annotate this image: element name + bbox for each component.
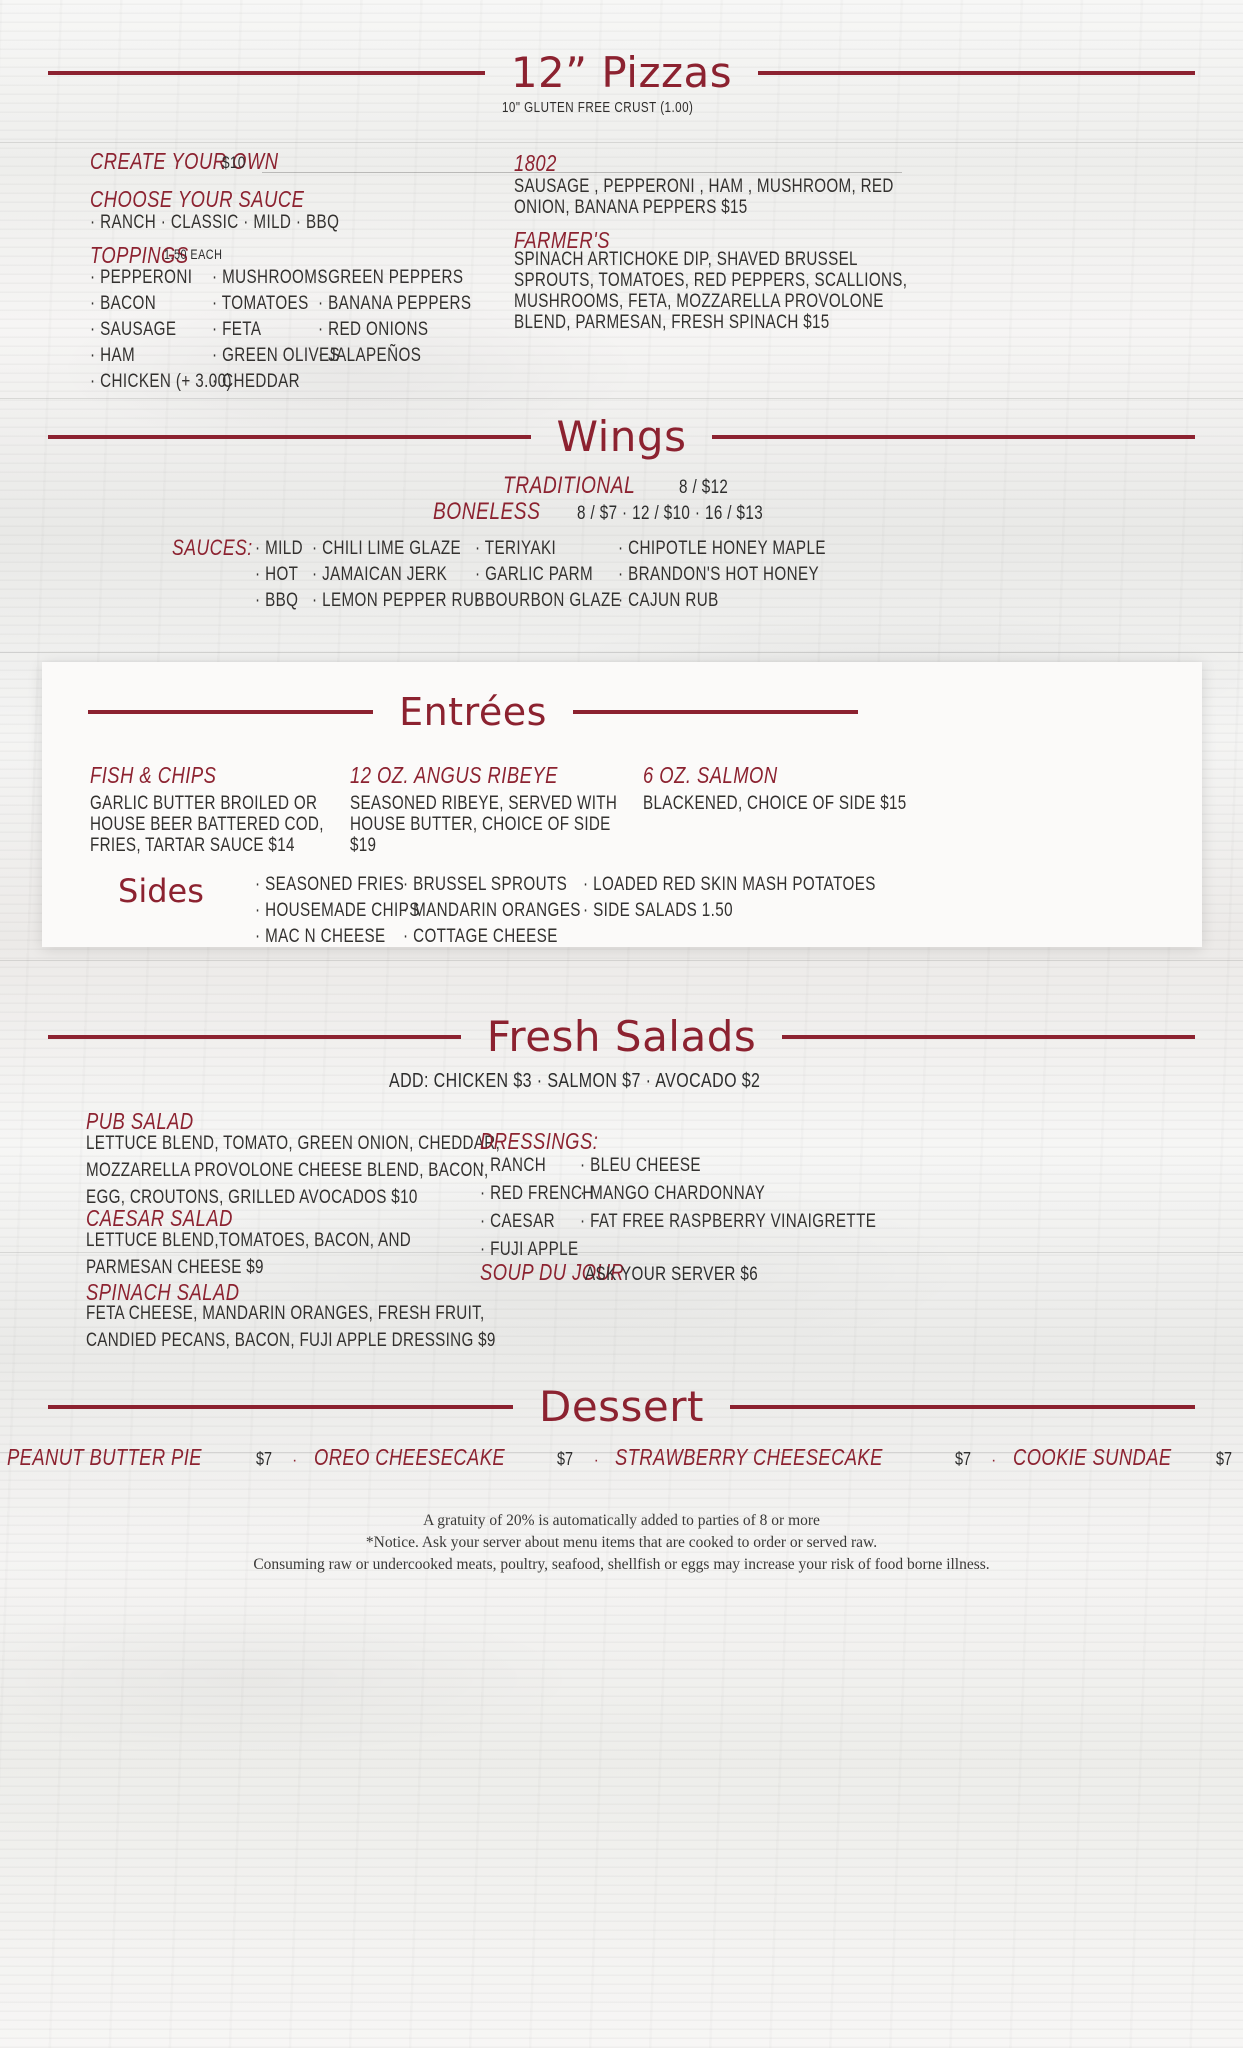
header-rule-left: [48, 70, 485, 75]
wings-sauce-column-4: · CHIPOTLE HONEY MAPLE · BRANDON'S HOT H…: [618, 538, 826, 611]
pizza-1802-name: 1802: [514, 150, 557, 176]
wings-sauces-label: SAUCES:: [172, 535, 253, 560]
header-rule-left: [48, 1034, 461, 1039]
dressings-column-2: · BLEU CHEESE · MANGO CHARDONNAY · FAT F…: [580, 1155, 877, 1232]
header-rule-right: [782, 1034, 1196, 1039]
dessert-item-price: $7: [954, 1449, 971, 1469]
header-rule-right: [730, 1404, 1195, 1409]
section-title-pizzas: 12” Pizzas: [510, 48, 733, 97]
wings-sauce-column-2: · CHILI LIME GLAZE · JAMAICAN JERK · LEM…: [312, 538, 485, 611]
pizza-farmers-description: SPINACH ARTICHOKE DIP, SHAVED BRUSSEL SP…: [514, 249, 908, 333]
entree-name: 12 OZ. ANGUS RIBEYE: [350, 762, 558, 788]
toppings-column-2: · MUSHROOMS · TOMATOES · FETA · GREEN OL…: [212, 267, 341, 392]
create-your-own-heading: CREATE YOUR OWN: [90, 148, 326, 175]
section-header-wings: Wings: [48, 412, 1195, 461]
salad-pub-name: PUB SALAD: [86, 1108, 194, 1134]
wings-traditional-row: TRADITIONAL 8 / $12: [0, 472, 1243, 500]
section-header-pizzas: 12” Pizzas: [48, 48, 1195, 97]
create-your-own-label: CREATE YOUR OWN: [90, 148, 279, 174]
section-title-wings: Wings: [556, 412, 687, 461]
footer-line-notice: *Notice. Ask your server about menu item…: [365, 1534, 878, 1551]
entree-name: FISH & CHIPS: [90, 762, 217, 788]
sides-column-1: · SEASONED FRIES · HOUSEMADE CHIPS · MAC…: [255, 874, 420, 947]
dessert-item-name: OREO CHEESECAKE: [313, 1444, 505, 1470]
entree-description: SEASONED RIBEYE, SERVED WITH HOUSE BUTTE…: [350, 793, 618, 856]
soup-du-jour-label: SOUP DU JOUR: [480, 1259, 625, 1285]
salad-pub-description: LETTUCE BLEND, TOMATO, GREEN ONION, CHED…: [86, 1133, 501, 1208]
soup-du-jour-description: ASK YOUR SERVER $6: [585, 1264, 759, 1285]
wings-boneless-price: 8 / $7 · 12 / $10 · 16 / $13: [577, 503, 764, 524]
sides-column-3: · LOADED RED SKIN MASH POTATOES · SIDE S…: [583, 874, 876, 921]
entree-description: BLACKENED, CHOICE OF SIDE $15: [643, 793, 907, 814]
salad-spinach-description: FETA CHEESE, MANDARIN ORANGES, FRESH FRU…: [86, 1303, 496, 1351]
create-your-own-leader: [262, 172, 902, 173]
dessert-separator-dot: ·: [292, 1452, 298, 1469]
entree-salmon: 6 OZ. SALMON BLACKENED, CHOICE OF SIDE $…: [643, 762, 923, 814]
entrees-panel: [42, 662, 1202, 947]
dessert-items-row: PEANUT BUTTER PIE $7 · OREO CHEESECAKE $…: [0, 1444, 1243, 1471]
footer-disclaimer: A gratuity of 20% is automatically added…: [0, 1510, 1243, 1576]
header-rule-left: [48, 1404, 513, 1409]
header-rule-right: [572, 710, 858, 714]
toppings-price-note: 1.50 EACH: [164, 247, 223, 262]
dessert-item-price: $7: [557, 1449, 574, 1469]
pizzas-subtitle: 10" GLUTEN FREE CRUST (1.00): [501, 100, 694, 116]
pizza-sauce-list: · RANCH · CLASSIC · MILD · BBQ: [90, 212, 340, 233]
wings-boneless-label: BONELESS: [432, 498, 541, 525]
section-title-salads: Fresh Salads: [486, 1012, 757, 1061]
dessert-item-name: STRAWBERRY CHEESECAKE: [615, 1444, 884, 1470]
pizza-1802-description: SAUSAGE , PEPPERONI , HAM , MUSHROOM, RE…: [514, 176, 894, 218]
entree-description: GARLIC BUTTER BROILED OR HOUSE BEER BATT…: [90, 793, 324, 856]
entree-fish-and-chips: FISH & CHIPS GARLIC BUTTER BROILED OR HO…: [90, 762, 340, 856]
toppings-heading: TOPPINGS: [90, 242, 189, 268]
salads-add-ons: ADD: CHICKEN $3 · SALMON $7 · AVOCADO $2: [389, 1070, 761, 1092]
toppings-column-1: · PEPPERONI · BACON · SAUSAGE · HAM · CH…: [90, 267, 232, 392]
dessert-separator-dot: ·: [991, 1452, 997, 1469]
header-rule-left: [48, 434, 531, 439]
entree-angus-ribeye: 12 OZ. ANGUS RIBEYE SEASONED RIBEYE, SER…: [350, 762, 630, 856]
salad-caesar-description: LETTUCE BLEND,TOMATOES, BACON, AND PARME…: [86, 1230, 412, 1278]
pizza-farmers-name: FARMER'S: [514, 227, 610, 253]
wings-sauce-column-1: · MILD · HOT · BBQ: [255, 538, 303, 611]
dressings-column-1: · RANCH · RED FRENCH · CAESAR · FUJI APP…: [480, 1155, 594, 1260]
entree-name: 6 OZ. SALMON: [643, 762, 778, 788]
section-header-salads: Fresh Salads: [48, 1012, 1196, 1061]
section-title-entrees: Entrées: [399, 690, 547, 734]
header-rule-right: [712, 434, 1195, 439]
dressings-label: DRESSINGS:: [480, 1128, 599, 1154]
dessert-item-name: COOKIE SUNDAE: [1012, 1444, 1172, 1470]
sides-column-2: · BRUSSEL SPROUTS · MANDARIN ORANGES · C…: [403, 874, 581, 947]
dessert-separator-dot: ·: [593, 1452, 599, 1469]
salad-caesar-name: CAESAR SALAD: [86, 1205, 233, 1231]
section-header-dessert: Dessert: [48, 1382, 1195, 1431]
salad-spinach-name: SPINACH SALAD: [86, 1279, 240, 1305]
section-header-entrees: Entrées: [88, 690, 858, 734]
footer-line-gratuity: A gratuity of 20% is automatically added…: [423, 1512, 820, 1529]
dessert-item-price: $7: [1215, 1449, 1232, 1469]
footer-line-health-warning: Consuming raw or undercooked meats, poul…: [253, 1556, 990, 1573]
create-your-own-price: $10: [222, 153, 246, 172]
toppings-column-3: · GREEN PEPPERS · BANANA PEPPERS · RED O…: [318, 267, 472, 366]
dessert-item-price: $7: [255, 1449, 272, 1469]
wings-traditional-price: 8 / $12: [678, 477, 728, 498]
header-rule-left: [88, 710, 374, 714]
choose-your-sauce-heading: CHOOSE YOUR SAUCE: [90, 186, 305, 212]
dessert-item-name: PEANUT BUTTER PIE: [7, 1444, 203, 1470]
header-rule-right: [758, 70, 1195, 75]
section-title-dessert: Dessert: [538, 1382, 705, 1431]
sides-title: Sides: [118, 872, 204, 910]
wings-sauce-column-3: · TERIYAKI · GARLIC PARM · BOURBON GLAZE: [475, 538, 622, 611]
wings-traditional-label: TRADITIONAL: [502, 472, 636, 499]
wings-boneless-row: BONELESS 8 / $7 · 12 / $10 · 16 / $13: [0, 498, 1243, 526]
